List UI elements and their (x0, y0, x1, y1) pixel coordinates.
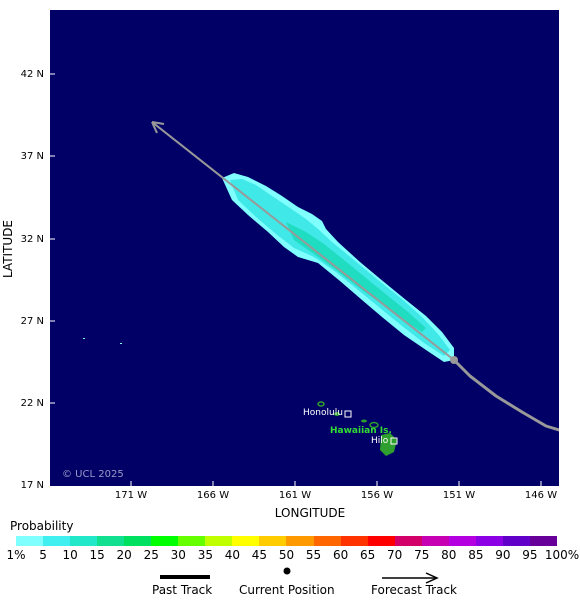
probability-tick-label: 35 (197, 548, 213, 562)
island-maui (369, 421, 379, 429)
lon-tick: 166 W (196, 490, 230, 501)
probability-tick-label: 65 (360, 548, 376, 562)
colorbar-segment (205, 536, 233, 546)
hilo-marker (390, 437, 398, 445)
hilo-label: Hilo (371, 436, 389, 446)
island-big-island (380, 433, 397, 456)
swath-speck (83, 338, 85, 339)
probability-tick-label: 75 (414, 548, 430, 562)
colorbar-segment (124, 536, 152, 546)
lat-tick: 17 N (20, 480, 44, 491)
probability-colorbar (16, 536, 557, 546)
probability-tick-label: 20 (116, 548, 132, 562)
colorbar-segment (340, 536, 368, 546)
lat-tick: 37 N (20, 151, 44, 162)
colorbar-segment (367, 536, 395, 546)
map-tick-marks (50, 73, 542, 486)
probability-tick-label: 45 (251, 548, 268, 562)
colorbar-segment (448, 536, 476, 546)
forecast-track-line (151, 121, 455, 361)
colorbar-segment (178, 536, 206, 546)
current-position-symbol (283, 567, 291, 575)
swath-speck (120, 343, 122, 344)
probability-tick-label: 100% (544, 548, 580, 562)
colorbar-segment (97, 536, 125, 546)
lon-tick: 146 W (524, 490, 558, 501)
island-molokai (361, 419, 367, 423)
probability-tick-label: 40 (224, 548, 241, 562)
colorbar-segment (43, 536, 71, 546)
probability-tick-label: 80 (441, 548, 457, 562)
colorbar-segment (394, 536, 422, 546)
probability-tick-label: 50 (278, 548, 295, 562)
past-track-label: Past Track (152, 583, 213, 597)
lon-tick: 151 W (442, 490, 476, 501)
probability-tick-label: 95 (522, 548, 538, 562)
probability-tick-label: 25 (143, 548, 159, 562)
colorbar-segment (313, 536, 341, 546)
probability-tick-label: 70 (387, 548, 403, 562)
probability-swath-core (286, 222, 426, 332)
probability-tick-label: 55 (305, 548, 322, 562)
x-axis-label: LONGITUDE (274, 506, 346, 520)
colorbar-segment (529, 536, 557, 546)
y-axis-label-text: LATITUDE (1, 219, 15, 279)
colorbar-segment (151, 536, 179, 546)
lon-tick: 171 W (114, 490, 148, 501)
probability-tick-label: 15 (89, 548, 105, 562)
colorbar-segment (421, 536, 449, 546)
honolulu-label: Honolulu (303, 408, 343, 418)
y-axis-label: LATITUDE (0, 219, 20, 282)
probability-map[interactable]: Honolulu Hawaiian Is. Hilo © UCL 2025 (50, 10, 559, 486)
probability-tick-label: 60 (332, 548, 349, 562)
forecast-track-symbol (382, 572, 439, 584)
colorbar-segment (502, 536, 530, 546)
probability-tick-labels: 1% 5 10 15 20 25 30 35 40 45 50 55 60 65 70 75 80 85 90 95 1… (0, 548, 580, 562)
colorbar-segment (232, 536, 260, 546)
lat-tick: 32 N (20, 234, 44, 245)
past-track-symbol (160, 575, 210, 579)
island-oahu (334, 412, 340, 416)
hawaiian-islands-label: Hawaiian Is. (330, 426, 392, 436)
forecast-track-label: Forecast Track (371, 583, 457, 597)
probability-tick-label: 85 (468, 548, 484, 562)
honolulu-marker (344, 410, 352, 418)
island-kauai (317, 401, 325, 407)
map-canvas (50, 10, 559, 486)
lat-tick: 22 N (20, 398, 44, 409)
probability-tick-label: 5 (39, 548, 47, 562)
probability-tick-label: 10 (62, 548, 78, 562)
colorbar-segment (259, 536, 287, 546)
probability-tick-label: 30 (170, 548, 186, 562)
current-position-marker (450, 356, 458, 364)
forecast-track-arrowhead (151, 121, 165, 134)
lat-tick: 42 N (20, 69, 44, 80)
colorbar-segment (16, 536, 44, 546)
current-position-label: Current Position (239, 583, 335, 597)
colorbar-segment (70, 536, 98, 546)
legend-title: Probability (10, 519, 74, 533)
colorbar-segment (475, 536, 503, 546)
probability-tick-label: 90 (495, 548, 511, 562)
lon-tick: 161 W (278, 490, 312, 501)
probability-tick-label: 1% (6, 548, 26, 562)
lon-tick: 156 W (360, 490, 394, 501)
colorbar-segment (286, 536, 314, 546)
lat-tick: 27 N (20, 316, 44, 327)
past-track-line (452, 358, 559, 432)
copyright-label: © UCL 2025 (62, 469, 124, 480)
